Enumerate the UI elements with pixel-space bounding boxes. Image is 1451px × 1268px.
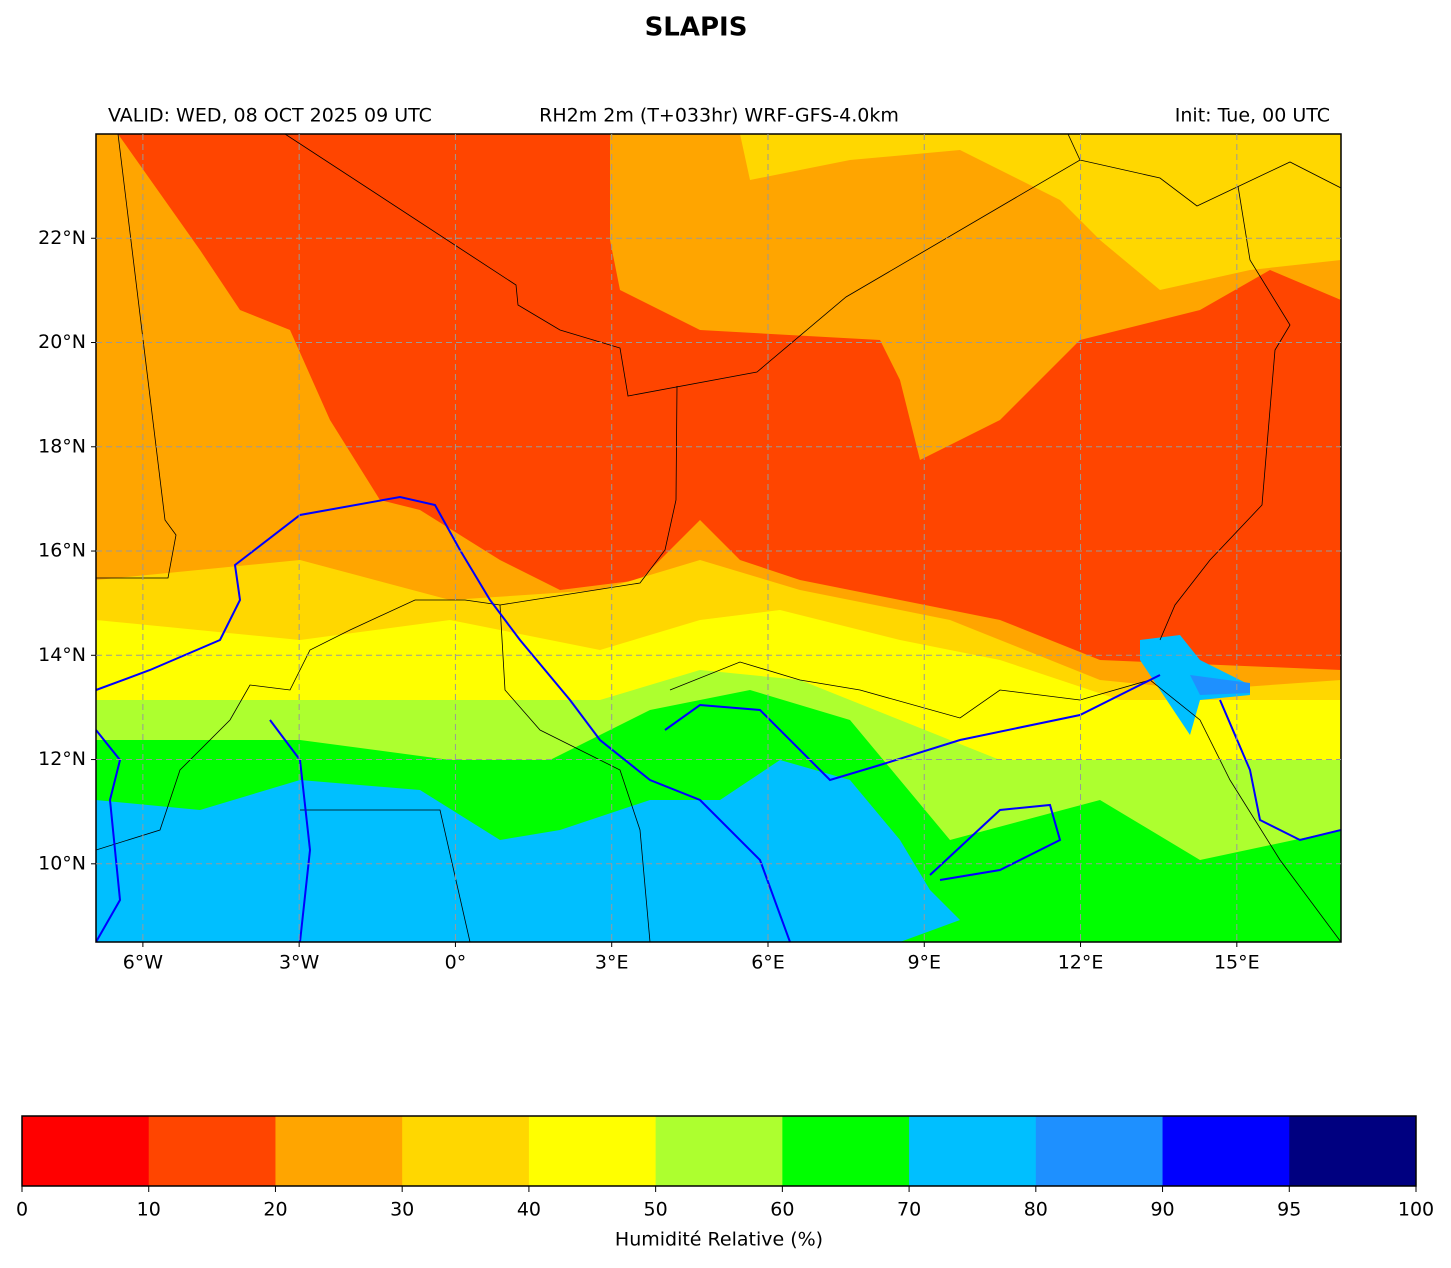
field-label: RH2m 2m (T+033hr) WRF-GFS-4.0km	[539, 105, 899, 127]
x-tick-label: 3°W	[279, 952, 320, 974]
colorbar-segment	[782, 1116, 910, 1186]
colorbar-label: Humidité Relative (%)	[615, 1229, 823, 1251]
y-tick-label: 20°N	[38, 331, 86, 353]
y-tick-label: 14°N	[38, 644, 86, 666]
x-tick-label: 6°W	[123, 952, 164, 974]
colorbar-tick-label: 30	[390, 1199, 414, 1221]
colorbar-tick-label: 100	[1398, 1199, 1434, 1221]
colorbar-tick-label: 10	[137, 1199, 161, 1221]
colorbar-segment	[1162, 1116, 1290, 1186]
x-tick-label: 6°E	[751, 952, 785, 974]
map-field	[96, 134, 1341, 942]
colorbar-frame	[21, 1115, 1417, 1187]
colorbar-tick-label: 80	[1024, 1199, 1048, 1221]
y-tick-label: 18°N	[38, 435, 86, 457]
colorbar-tick-label: 20	[263, 1199, 287, 1221]
x-tick-label: 15°E	[1214, 952, 1260, 974]
colorbar-tick-label: 70	[897, 1199, 921, 1221]
x-tick-label: 3°E	[595, 952, 629, 974]
x-tick-label: 0°	[445, 952, 467, 974]
colorbar-segment	[402, 1116, 530, 1186]
x-tick-label: 12°E	[1058, 952, 1104, 974]
colorbar-segment	[655, 1116, 783, 1186]
colorbar-segment	[148, 1116, 276, 1186]
y-tick-label: 16°N	[38, 540, 86, 562]
init-time: Init: Tue, 00 UTC	[1175, 105, 1330, 127]
y-tick-label: 22°N	[38, 227, 86, 249]
colorbar-tick-label: 95	[1277, 1199, 1301, 1221]
colorbar-tick-label: 0	[16, 1199, 28, 1221]
colorbar-segment	[275, 1116, 403, 1186]
map-frame	[95, 133, 1342, 943]
valid-time: VALID: WED, 08 OCT 2025 09 UTC	[108, 105, 432, 127]
colorbar-tick-label: 50	[644, 1199, 668, 1221]
colorbar-segment	[909, 1116, 1037, 1186]
y-tick-label: 12°N	[38, 748, 86, 770]
title: SLAPIS	[645, 13, 748, 43]
colorbar-tick-label: 40	[517, 1199, 541, 1221]
colorbar-tick-label: 60	[770, 1199, 794, 1221]
colorbar-tick-label: 90	[1150, 1199, 1174, 1221]
y-tick-label: 10°N	[38, 852, 86, 874]
x-tick-label: 9°E	[907, 952, 941, 974]
colorbar-segment	[22, 1116, 150, 1186]
colorbar-segment	[1035, 1116, 1164, 1186]
colorbar-segment	[528, 1116, 657, 1186]
colorbar-segment	[1289, 1116, 1417, 1186]
